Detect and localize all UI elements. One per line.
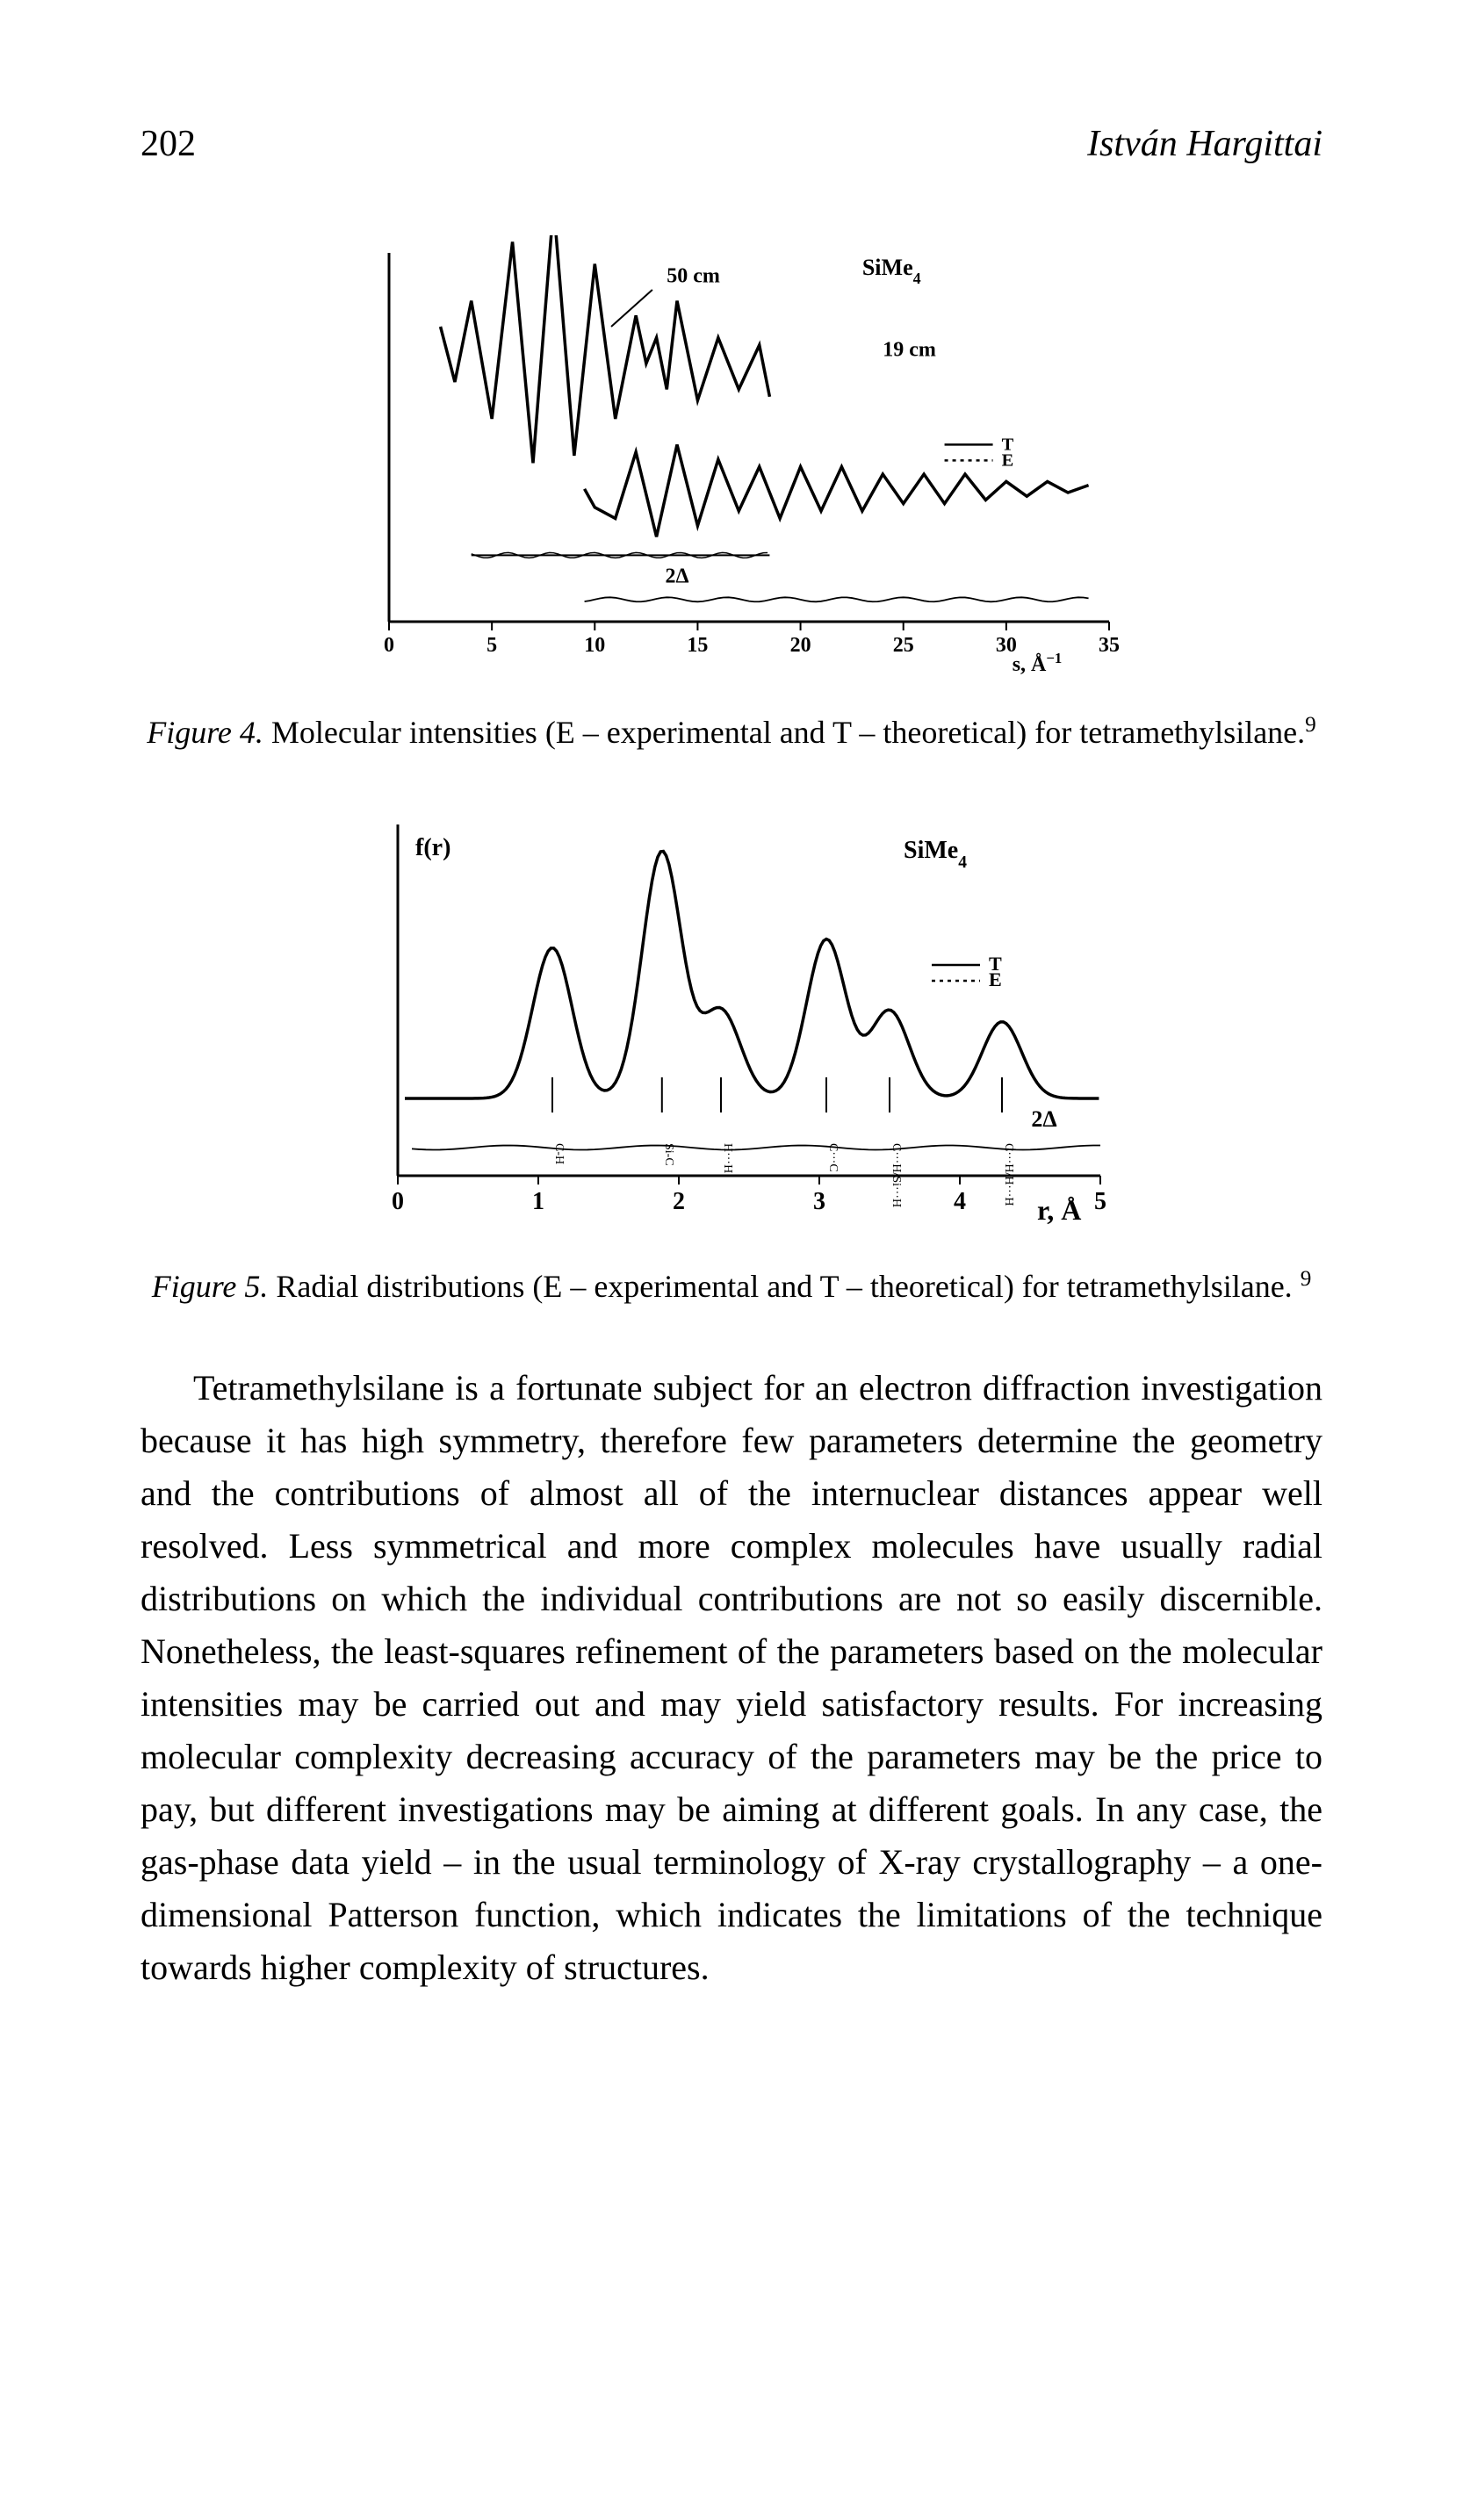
figure-5-caption-text: Radial distributions (E – experimental a… [268, 1269, 1300, 1304]
svg-text:f(r): f(r) [415, 834, 450, 861]
svg-text:2: 2 [673, 1188, 685, 1215]
svg-text:19 cm: 19 cm [883, 339, 936, 362]
svg-text:SiMe4: SiMe4 [862, 255, 921, 287]
figure-5-label: Figure 5. [152, 1269, 269, 1304]
svg-text:s, Å−1: s, Å−1 [1013, 650, 1063, 675]
figure-4-label: Figure 4. [147, 715, 263, 750]
figure-5-container: 012345r, Åf(r)C-HSi-CH···HC···CC···H/Si·… [141, 807, 1322, 1228]
figure-4-chart: 05101520253035s, Å−12Δ50 cm19 cmSiMe4TE [336, 235, 1127, 674]
figure-4-caption-text: Molecular intensities (E – experimental … [263, 715, 1305, 750]
svg-text:E: E [989, 968, 1002, 990]
figure-4-caption-ref: 9 [1305, 713, 1316, 737]
svg-text:50 cm: 50 cm [667, 265, 720, 288]
body-paragraph: Tetramethylsilane is a fortunate subject… [141, 1362, 1322, 1994]
svg-text:0: 0 [384, 634, 394, 657]
svg-text:1: 1 [532, 1188, 544, 1215]
svg-text:10: 10 [584, 634, 605, 657]
page-number: 202 [141, 123, 196, 165]
page-header: 202 István Hargittai [141, 123, 1322, 165]
body-text: Tetramethylsilane is a fortunate subject… [141, 1362, 1322, 1994]
svg-text:3: 3 [813, 1188, 825, 1215]
svg-text:C···H/H···H: C···H/H···H [1002, 1143, 1015, 1206]
svg-text:15: 15 [687, 634, 708, 657]
svg-text:0: 0 [392, 1188, 404, 1215]
svg-text:2Δ: 2Δ [665, 565, 688, 588]
svg-text:r, Å: r, Å [1037, 1194, 1081, 1226]
svg-text:H···H: H···H [721, 1143, 734, 1173]
author-name: István Hargittai [1087, 123, 1322, 165]
figure-5-chart: 012345r, Åf(r)C-HSi-CH···HC···CC···H/Si·… [336, 807, 1127, 1228]
svg-text:SiMe4: SiMe4 [904, 837, 967, 872]
svg-text:25: 25 [893, 634, 914, 657]
figure-5-caption: Figure 5. Radial distributions (E – expe… [141, 1264, 1322, 1308]
figure-5-caption-ref: 9 [1301, 1267, 1312, 1291]
svg-text:5: 5 [1094, 1188, 1106, 1215]
svg-text:35: 35 [1099, 634, 1120, 657]
svg-text:C···H/Si···H: C···H/Si···H [890, 1143, 903, 1207]
figure-4-caption: Figure 4. Molecular intensities (E – exp… [141, 709, 1322, 754]
svg-text:5: 5 [486, 634, 497, 657]
svg-text:C-H: C-H [552, 1143, 566, 1164]
svg-text:E: E [1002, 450, 1014, 470]
figure-4-container: 05101520253035s, Å−12Δ50 cm19 cmSiMe4TE [141, 235, 1322, 674]
svg-text:20: 20 [790, 634, 811, 657]
svg-text:2Δ: 2Δ [1031, 1106, 1056, 1132]
svg-text:4: 4 [954, 1188, 966, 1215]
